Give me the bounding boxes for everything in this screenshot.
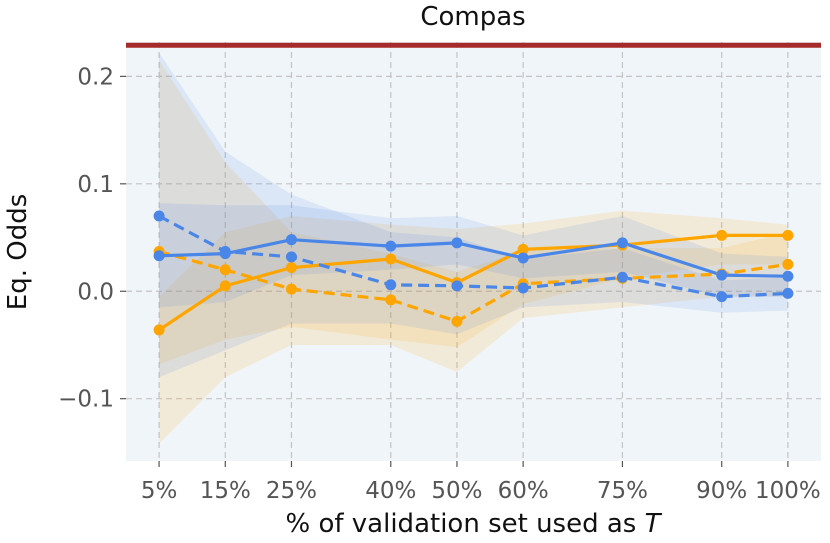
point-series-3-1 xyxy=(219,246,231,257)
point-series-3-7 xyxy=(716,291,728,303)
band-series-3 xyxy=(159,52,788,378)
series-points xyxy=(153,210,794,336)
point-series-1-4 xyxy=(451,315,463,327)
y-tick-label-0: 0.2 xyxy=(77,64,114,90)
point-series-0-1 xyxy=(219,280,231,292)
point-series-2-6 xyxy=(616,237,628,249)
point-series-1-2 xyxy=(285,283,297,295)
point-series-0-0 xyxy=(153,324,165,336)
y-tick-label-3: −0.1 xyxy=(58,387,114,413)
y-tick-label-2: 0.0 xyxy=(77,279,114,305)
point-series-0-8 xyxy=(782,229,794,241)
x-axis-label: % of validation set used as T xyxy=(286,509,663,539)
point-series-3-8 xyxy=(782,287,794,299)
x-tick-label-2: 25% xyxy=(266,478,317,504)
x-tick-label-3: 40% xyxy=(365,478,416,504)
point-series-2-4 xyxy=(451,237,463,249)
point-series-2-5 xyxy=(517,252,529,264)
point-series-2-3 xyxy=(385,240,397,252)
x-tick-label-6: 75% xyxy=(597,478,648,504)
point-series-1-3 xyxy=(385,294,397,306)
point-series-2-7 xyxy=(716,269,728,281)
x-axis-label-prefix: % of validation set used as xyxy=(286,509,645,539)
point-series-3-2 xyxy=(285,251,297,263)
point-series-0-2 xyxy=(285,262,297,274)
y-tick-label-1: 0.1 xyxy=(77,172,114,198)
grid xyxy=(126,42,821,461)
point-series-3-3 xyxy=(385,279,397,291)
band-series-2 xyxy=(159,203,788,308)
x-tick-label-0: 5% xyxy=(141,478,178,504)
point-series-1-8 xyxy=(782,258,794,270)
point-series-2-8 xyxy=(782,270,794,282)
x-tick-label-4: 50% xyxy=(431,478,482,504)
y-axis-label: Eq. Odds xyxy=(3,194,33,310)
x-axis-ticks: 5% 15% 25% 40% 50% 60% 75% 90% 100% xyxy=(141,461,821,504)
y-axis-ticks: 0.2 0.1 0.0 −0.1 xyxy=(58,64,126,413)
chart-title: Compas xyxy=(420,2,525,32)
x-tick-label-1: 15% xyxy=(200,478,251,504)
x-tick-label-8: 100% xyxy=(755,478,821,504)
point-series-3-4 xyxy=(451,280,463,292)
band-series-1 xyxy=(159,60,788,444)
x-tick-label-7: 90% xyxy=(696,478,747,504)
point-series-2-0 xyxy=(153,250,165,262)
point-series-3-6 xyxy=(616,271,628,283)
point-series-0-7 xyxy=(716,229,728,241)
point-series-0-5 xyxy=(517,243,529,255)
x-axis-label-variable: T xyxy=(645,509,663,539)
point-series-2-2 xyxy=(285,234,297,246)
x-tick-label-5: 60% xyxy=(498,478,549,504)
point-series-3-5 xyxy=(517,282,529,294)
point-series-3-0 xyxy=(153,210,165,222)
point-series-1-1 xyxy=(219,264,231,276)
point-series-0-3 xyxy=(385,253,397,265)
